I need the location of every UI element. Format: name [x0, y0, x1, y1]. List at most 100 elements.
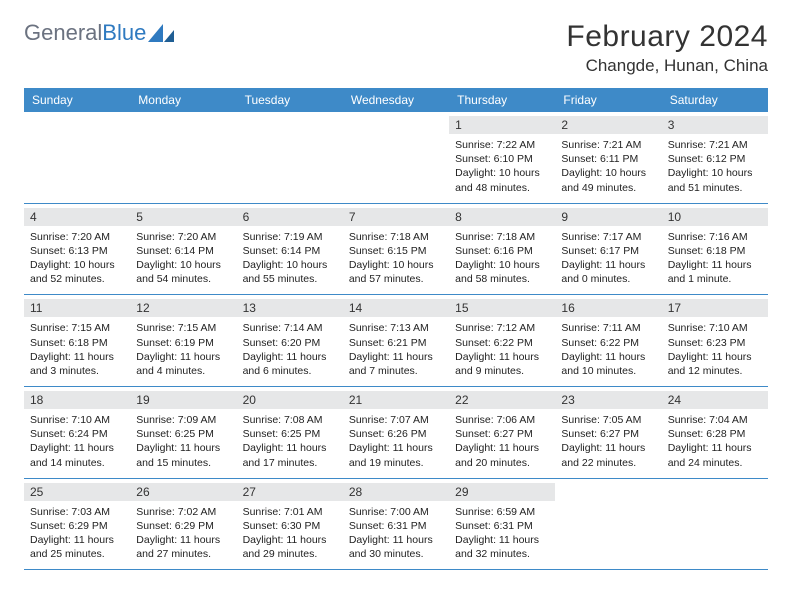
weekday-label: Thursday	[449, 88, 555, 112]
cell-details: Sunrise: 7:12 AMSunset: 6:22 PMDaylight:…	[455, 321, 549, 378]
date-number: 2	[555, 116, 661, 134]
date-number: 12	[130, 299, 236, 317]
date-number: 1	[449, 116, 555, 134]
calendar-cell	[237, 112, 343, 203]
date-number: 8	[449, 208, 555, 226]
calendar-cell: 26Sunrise: 7:02 AMSunset: 6:29 PMDayligh…	[130, 479, 236, 570]
weekday-label: Tuesday	[237, 88, 343, 112]
cell-details: Sunrise: 7:10 AMSunset: 6:24 PMDaylight:…	[30, 413, 124, 470]
cell-details: Sunrise: 7:07 AMSunset: 6:26 PMDaylight:…	[349, 413, 443, 470]
calendar-cell: 20 Sunrise: 7:08 AMSunset: 6:25 PMDayligh…	[237, 387, 343, 478]
calendar-cell: 5Sunrise: 7:20 AMSunset: 6:14 PMDaylight…	[130, 204, 236, 295]
calendar-cell: 3Sunrise: 7:21 AMSunset: 6:12 PMDaylight…	[662, 112, 768, 203]
date-number	[24, 116, 130, 134]
calendar-body: 1Sunrise: 7:22 AMSunset: 6:10 PMDaylight…	[24, 112, 768, 570]
calendar-cell: 6 Sunrise: 7:19 AMSunset: 6:14 PMDaylight…	[237, 204, 343, 295]
calendar-cell: 12 Sunrise: 7:15 AMSunset: 6:19 PMDayligh…	[130, 295, 236, 386]
calendar-cell: 13 Sunrise: 7:14 AMSunset: 6:20 PMDayligh…	[237, 295, 343, 386]
calendar-cell	[555, 479, 661, 570]
calendar-cell: 24 Sunrise: 7:04 AMSunset: 6:28 PMDayligh…	[662, 387, 768, 478]
cell-details: Sunrise: 7:08 AMSunset: 6:25 PMDaylight:…	[243, 413, 337, 470]
title-block: February 2024 Changde, Hunan, China	[566, 20, 768, 76]
date-number	[237, 116, 343, 134]
calendar-cell: 10 Sunrise: 7:16 AMSunset: 6:18 PMDayligh…	[662, 204, 768, 295]
calendar-cell: 16Sunrise: 7:11 AMSunset: 6:22 PMDayligh…	[555, 295, 661, 386]
cell-details: Sunrise: 7:14 AMSunset: 6:20 PMDaylight:…	[243, 321, 337, 378]
logo-text: GeneralBlue	[24, 20, 146, 46]
calendar-week: 25 Sunrise: 7:03 AMSunset: 6:29 PMDayligh…	[24, 479, 768, 571]
cell-details: Sunrise: 7:02 AMSunset: 6:29 PMDaylight:…	[136, 505, 230, 562]
date-number: 4	[24, 208, 130, 226]
cell-details: Sunrise: 6:59 AMSunset: 6:31 PMDaylight:…	[455, 505, 549, 562]
cell-details: Sunrise: 7:00 AMSunset: 6:31 PMDaylight:…	[349, 505, 443, 562]
cell-details: Sunrise: 7:15 AMSunset: 6:18 PMDaylight:…	[30, 321, 124, 378]
date-number: 17	[662, 299, 768, 317]
cell-details: Sunrise: 7:10 AMSunset: 6:23 PMDaylight:…	[668, 321, 762, 378]
date-number	[343, 116, 449, 134]
date-number	[662, 483, 768, 501]
date-number: 6	[237, 208, 343, 226]
date-number: 24	[662, 391, 768, 409]
calendar-cell: 28Sunrise: 7:00 AMSunset: 6:31 PMDayligh…	[343, 479, 449, 570]
calendar-cell: 21 Sunrise: 7:07 AMSunset: 6:26 PMDayligh…	[343, 387, 449, 478]
calendar-week: 18 Sunrise: 7:10 AMSunset: 6:24 PMDayligh…	[24, 387, 768, 479]
weekday-label: Friday	[555, 88, 661, 112]
date-number: 13	[237, 299, 343, 317]
cell-details: Sunrise: 7:04 AMSunset: 6:28 PMDaylight:…	[668, 413, 762, 470]
calendar-cell: 15 Sunrise: 7:12 AMSunset: 6:22 PMDayligh…	[449, 295, 555, 386]
date-number	[555, 483, 661, 501]
logo-sail-icon	[148, 24, 174, 42]
cell-details: Sunrise: 7:17 AMSunset: 6:17 PMDaylight:…	[561, 230, 655, 287]
calendar-cell: 8 Sunrise: 7:18 AMSunset: 6:16 PMDaylight…	[449, 204, 555, 295]
cell-details: Sunrise: 7:21 AMSunset: 6:11 PMDaylight:…	[561, 138, 655, 195]
calendar-cell	[662, 479, 768, 570]
logo: GeneralBlue	[24, 20, 174, 46]
cell-details: Sunrise: 7:20 AMSunset: 6:13 PMDaylight:…	[30, 230, 124, 287]
weekday-label: Monday	[130, 88, 236, 112]
month-title: February 2024	[566, 20, 768, 54]
date-number: 23	[555, 391, 661, 409]
cell-details: Sunrise: 7:01 AMSunset: 6:30 PMDaylight:…	[243, 505, 337, 562]
date-number: 10	[662, 208, 768, 226]
calendar-page: GeneralBlue February 2024 Changde, Hunan…	[0, 0, 792, 590]
location: Changde, Hunan, China	[566, 56, 768, 76]
cell-details: Sunrise: 7:18 AMSunset: 6:16 PMDaylight:…	[455, 230, 549, 287]
calendar-cell: 23Sunrise: 7:05 AMSunset: 6:27 PMDayligh…	[555, 387, 661, 478]
weekday-label: Sunday	[24, 88, 130, 112]
calendar-cell: 7Sunrise: 7:18 AMSunset: 6:15 PMDaylight…	[343, 204, 449, 295]
weekday-label: Saturday	[662, 88, 768, 112]
cell-details: Sunrise: 7:03 AMSunset: 6:29 PMDaylight:…	[30, 505, 124, 562]
cell-details: Sunrise: 7:06 AMSunset: 6:27 PMDaylight:…	[455, 413, 549, 470]
calendar-week: 4 Sunrise: 7:20 AMSunset: 6:13 PMDaylight…	[24, 204, 768, 296]
date-number: 18	[24, 391, 130, 409]
date-number: 21	[343, 391, 449, 409]
header: GeneralBlue February 2024 Changde, Hunan…	[24, 20, 768, 76]
date-number: 25	[24, 483, 130, 501]
date-number: 20	[237, 391, 343, 409]
date-number: 22	[449, 391, 555, 409]
calendar-cell: 29 Sunrise: 6:59 AMSunset: 6:31 PMDayligh…	[449, 479, 555, 570]
cell-details: Sunrise: 7:11 AMSunset: 6:22 PMDaylight:…	[561, 321, 655, 378]
calendar-cell	[343, 112, 449, 203]
calendar-cell: 2 Sunrise: 7:21 AMSunset: 6:11 PMDaylight…	[555, 112, 661, 203]
calendar-cell: 18 Sunrise: 7:10 AMSunset: 6:24 PMDayligh…	[24, 387, 130, 478]
logo-text-general: General	[24, 20, 102, 45]
cell-details: Sunrise: 7:19 AMSunset: 6:14 PMDaylight:…	[243, 230, 337, 287]
cell-details: Sunrise: 7:16 AMSunset: 6:18 PMDaylight:…	[668, 230, 762, 287]
calendar-week: 1Sunrise: 7:22 AMSunset: 6:10 PMDaylight…	[24, 112, 768, 204]
date-number: 5	[130, 208, 236, 226]
calendar-week: 11 Sunrise: 7:15 AMSunset: 6:18 PMDayligh…	[24, 295, 768, 387]
calendar-cell	[130, 112, 236, 203]
date-number: 29	[449, 483, 555, 501]
calendar-cell: 27Sunrise: 7:01 AMSunset: 6:30 PMDayligh…	[237, 479, 343, 570]
calendar-cell: 11 Sunrise: 7:15 AMSunset: 6:18 PMDayligh…	[24, 295, 130, 386]
cell-details: Sunrise: 7:13 AMSunset: 6:21 PMDaylight:…	[349, 321, 443, 378]
date-number: 11	[24, 299, 130, 317]
date-number: 15	[449, 299, 555, 317]
cell-details: Sunrise: 7:21 AMSunset: 6:12 PMDaylight:…	[668, 138, 762, 195]
cell-details: Sunrise: 7:15 AMSunset: 6:19 PMDaylight:…	[136, 321, 230, 378]
calendar-cell: 25 Sunrise: 7:03 AMSunset: 6:29 PMDayligh…	[24, 479, 130, 570]
date-number	[130, 116, 236, 134]
cell-details: Sunrise: 7:09 AMSunset: 6:25 PMDaylight:…	[136, 413, 230, 470]
date-number: 19	[130, 391, 236, 409]
